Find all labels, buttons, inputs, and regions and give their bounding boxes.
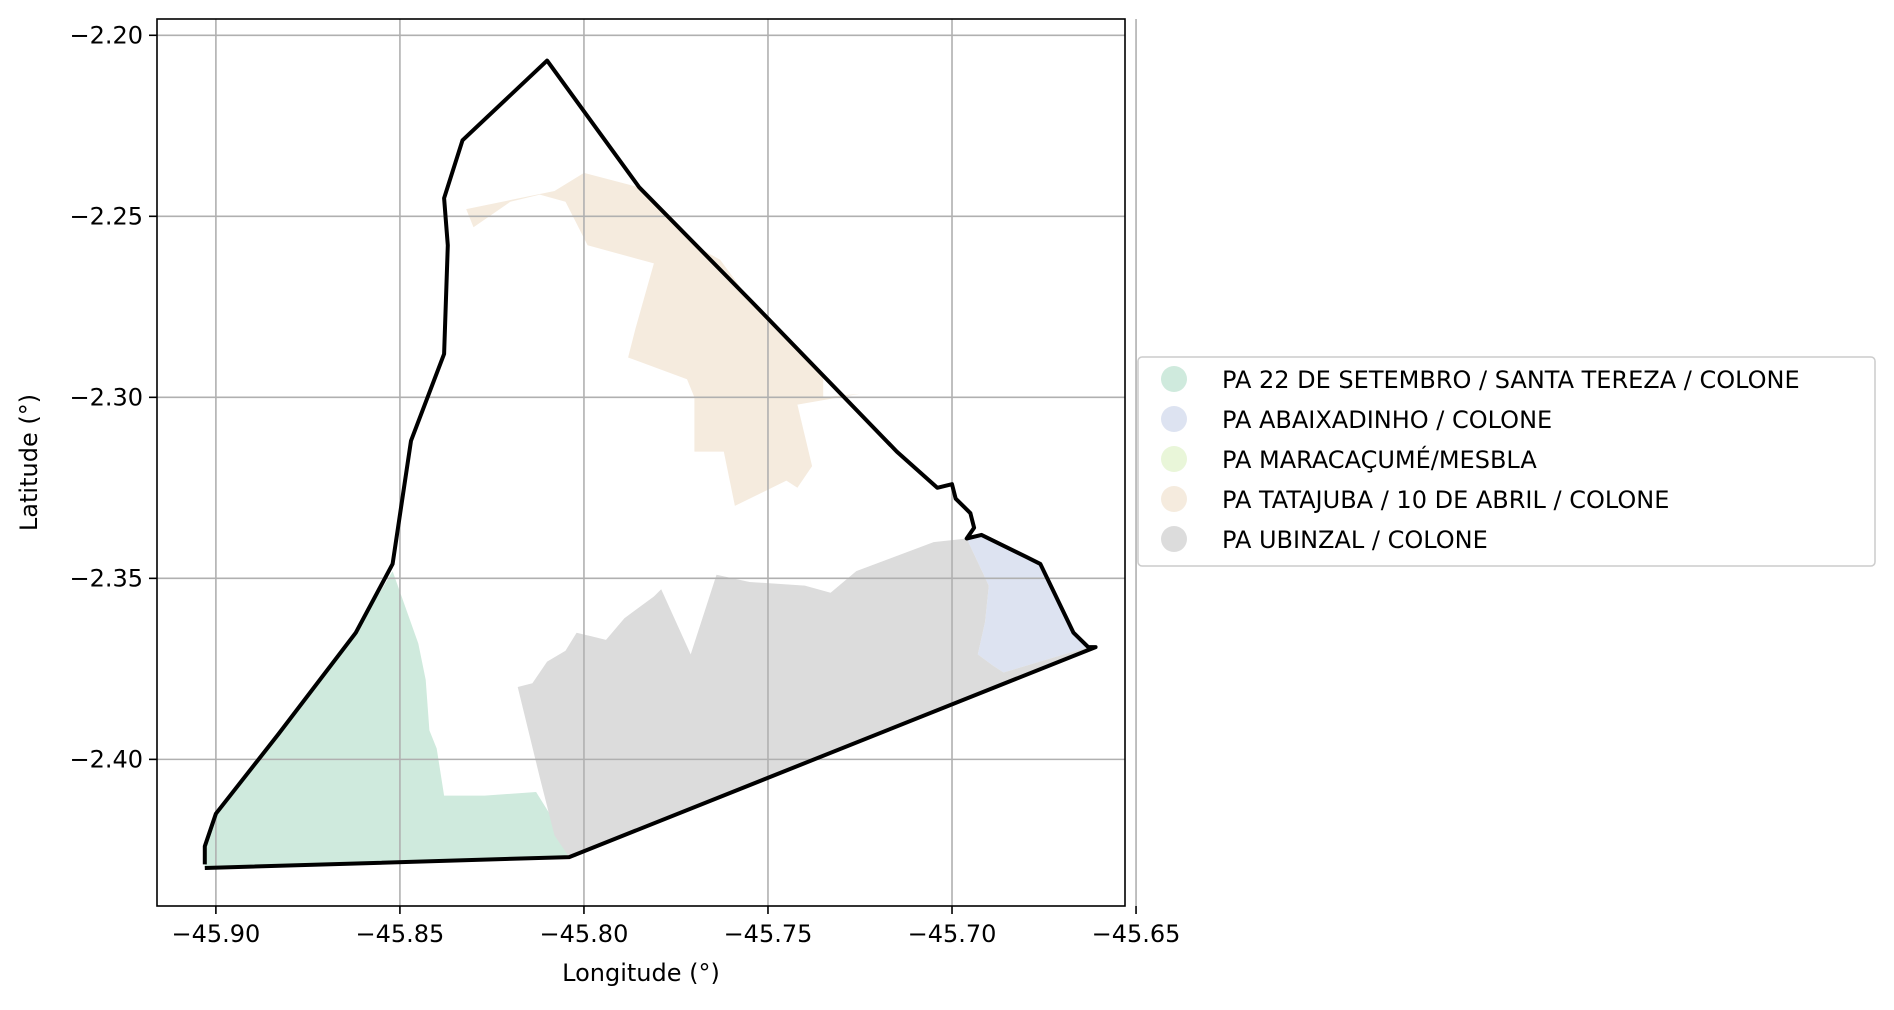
legend: PA 22 DE SETEMBRO / SANTA TEREZA / COLON…	[1137, 356, 1876, 567]
region-fill-4-0	[517, 538, 1096, 858]
y-tick-label-3: −2.35	[69, 564, 143, 592]
region-fill-0-0	[204, 571, 577, 868]
legend-marker-4	[1161, 526, 1187, 552]
legend-label-3: PA TATAJUBA / 10 DE ABRIL / COLONE	[1222, 486, 1669, 514]
y-tick-label-4: −2.40	[69, 745, 143, 773]
boundary-outline	[202, 58, 1098, 870]
x-tick-label-5: −45.65	[1092, 920, 1181, 948]
x-axis-label: Longitude (°)	[562, 959, 720, 987]
legend-marker-1	[1161, 406, 1187, 432]
legend-marker-2	[1161, 446, 1187, 472]
legend-label-4: PA UBINZAL / COLONE	[1222, 526, 1488, 554]
x-tick-label-0: −45.90	[171, 920, 260, 948]
region-fill-3-0	[466, 172, 860, 506]
y-tick-label-2: −2.30	[69, 383, 143, 411]
y-axis-label: Latitude (°)	[15, 394, 43, 531]
x-tick-label-3: −45.75	[724, 920, 813, 948]
axes-frame	[156, 18, 1126, 907]
x-tick-label-1: −45.85	[356, 920, 445, 948]
legend-marker-3	[1161, 486, 1187, 512]
legend-label-0: PA 22 DE SETEMBRO / SANTA TEREZA / COLON…	[1222, 366, 1800, 394]
grid-lines	[157, 19, 1137, 906]
y-tick-label-0: −2.20	[69, 21, 143, 49]
x-tick-label-4: −45.70	[908, 920, 997, 948]
region-fill-1-0	[966, 534, 1089, 673]
legend-label-2: PA MARACAÇUMÉ/MESBLA	[1222, 445, 1537, 474]
x-tick-label-2: −45.80	[540, 920, 629, 948]
x-axis-ticks: −45.90 −45.85 −45.80 −45.75 −45.70 −45.65	[171, 906, 1180, 948]
y-tick-label-1: −2.25	[69, 202, 143, 230]
region-fills	[204, 172, 1096, 868]
legend-label-1: PA ABAIXADINHO / COLONE	[1222, 406, 1552, 434]
legend-box	[1137, 356, 1876, 567]
legend-marker-0	[1161, 366, 1187, 392]
y-axis-ticks: −2.20 −2.25 −2.30 −2.35 −2.40	[69, 21, 157, 773]
study-area-boundary	[202, 58, 1098, 870]
